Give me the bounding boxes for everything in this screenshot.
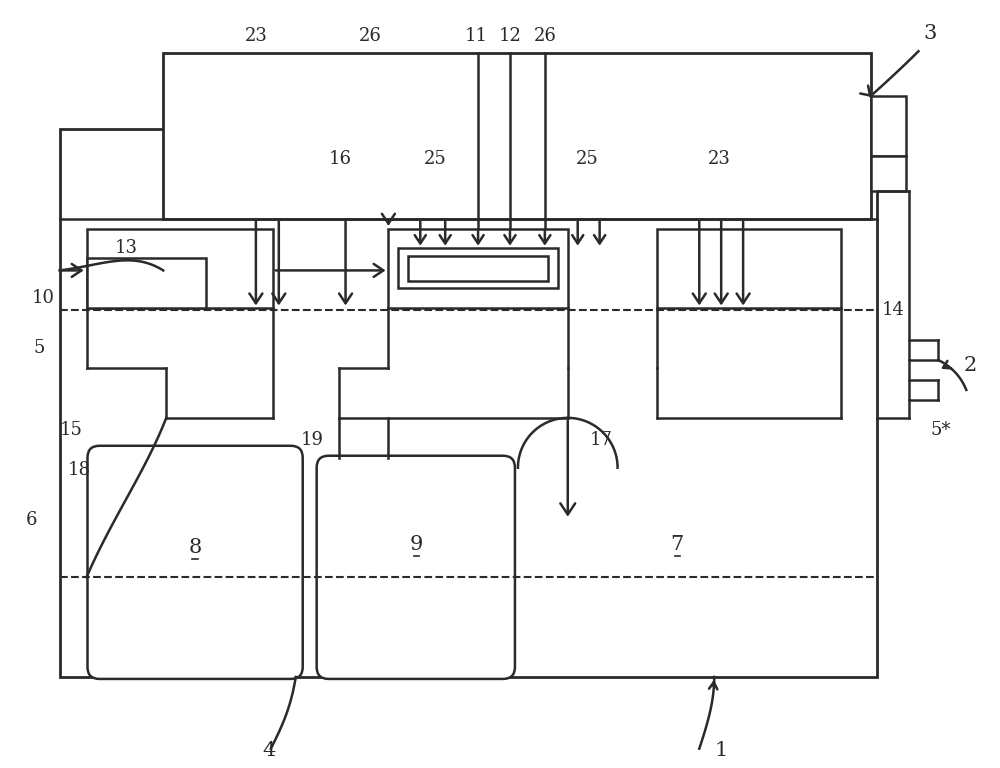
- Text: 15: 15: [60, 421, 83, 439]
- Text: 7: 7: [671, 535, 684, 554]
- Text: 1: 1: [715, 741, 728, 760]
- Bar: [408, 257, 548, 281]
- Text: 4: 4: [262, 741, 275, 760]
- Bar: [871, 96, 906, 156]
- Text: 5*: 5*: [930, 421, 951, 439]
- FancyBboxPatch shape: [87, 445, 303, 679]
- Bar: [657, 229, 841, 308]
- Bar: [388, 229, 568, 308]
- Text: 17: 17: [590, 431, 613, 449]
- Bar: [871, 156, 906, 190]
- Bar: [398, 249, 558, 288]
- Bar: [163, 53, 871, 219]
- Text: 18: 18: [68, 461, 91, 478]
- Bar: [60, 129, 877, 677]
- Text: 2: 2: [964, 356, 977, 375]
- Text: 8: 8: [188, 538, 202, 557]
- Text: 26: 26: [533, 27, 556, 45]
- Text: 25: 25: [576, 150, 599, 168]
- Text: 13: 13: [115, 240, 138, 257]
- Text: 5: 5: [34, 339, 45, 357]
- Text: 3: 3: [924, 24, 937, 43]
- Text: 25: 25: [424, 150, 447, 168]
- Text: 11: 11: [465, 27, 488, 45]
- Text: 12: 12: [499, 27, 521, 45]
- Bar: [87, 229, 273, 308]
- Text: 9: 9: [410, 535, 423, 554]
- FancyBboxPatch shape: [317, 455, 515, 679]
- Text: 23: 23: [708, 150, 731, 168]
- Text: 6: 6: [26, 511, 37, 528]
- Text: 16: 16: [329, 150, 352, 168]
- Text: 10: 10: [32, 290, 55, 307]
- Text: 14: 14: [882, 301, 905, 319]
- Text: 26: 26: [359, 27, 382, 45]
- Bar: [87, 259, 206, 308]
- Text: 23: 23: [244, 27, 267, 45]
- Text: 19: 19: [301, 431, 324, 449]
